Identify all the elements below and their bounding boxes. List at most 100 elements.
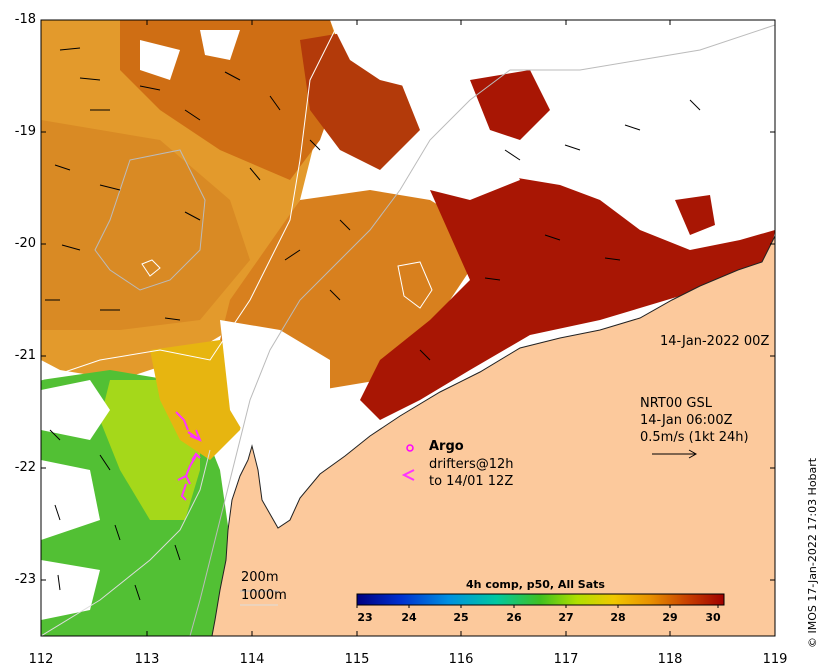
colorbar-tick-label: 24 <box>401 611 417 624</box>
current-vector <box>57 574 61 591</box>
colorbar-ticks <box>356 605 719 608</box>
current-vector <box>99 184 121 191</box>
argo-marker <box>406 444 414 452</box>
lat-tick-label: -20 <box>14 236 36 251</box>
plot-frame <box>40 19 776 637</box>
colorbar-title: 4h comp, p50, All Sats <box>466 578 605 591</box>
drifter-track <box>175 411 189 431</box>
colorbar-tick-label: 27 <box>558 611 574 624</box>
axis-ticks <box>41 19 775 636</box>
current-vector <box>79 77 101 81</box>
lon-tick-label: 115 <box>344 652 370 667</box>
drifter-track <box>185 455 197 477</box>
cloud-patch <box>140 40 180 80</box>
land-mass <box>212 236 775 636</box>
current-vector <box>54 504 61 521</box>
argo-legend-label: Argo <box>429 439 464 454</box>
cloud-patch <box>200 30 240 60</box>
drifter-arrowhead <box>191 452 201 461</box>
drifters-legend-period: to 14/01 12Z <box>429 474 514 489</box>
current-vector <box>59 47 81 51</box>
credit-label: © IMOS 17-Jan-2022 17:03 Hobart <box>806 457 819 648</box>
lat-tick-label: -19 <box>14 124 36 139</box>
sst-darkred-blob <box>675 195 715 235</box>
current-vector <box>339 219 351 231</box>
isobath-1000m-label: 1000m <box>241 588 287 603</box>
current-source-label: NRT00 GSL <box>640 396 712 411</box>
lat-tick-label: -21 <box>14 348 36 363</box>
current-vector <box>174 544 181 561</box>
bathymetry-contour <box>397 261 433 309</box>
lat-tick-label: -23 <box>14 572 36 587</box>
lon-tick-label: 116 <box>448 652 474 667</box>
drifters-legend-label: drifters@12h <box>429 457 514 472</box>
colorbar-tick-label: 26 <box>506 611 522 624</box>
current-vector <box>49 429 61 441</box>
current-vector <box>284 249 301 261</box>
current-vector <box>624 124 641 131</box>
lon-tick-label: 118 <box>657 652 683 667</box>
current-vector <box>484 277 501 281</box>
lon-tick-label: 119 <box>762 652 788 667</box>
current-vector <box>309 139 321 151</box>
sst-darkred-north <box>470 70 550 140</box>
current-scale-label: 0.5m/s (1kt 24h) <box>640 430 749 445</box>
lon-tick-label: 112 <box>28 652 54 667</box>
lat-tick-label: -18 <box>14 12 36 27</box>
coastline <box>211 235 775 636</box>
current-vector <box>564 144 581 151</box>
lon-tick-label: 113 <box>134 652 160 667</box>
current-vector <box>99 454 111 471</box>
current-scale-arrow <box>652 449 698 459</box>
cloud-patch <box>220 320 330 470</box>
current-vector <box>269 95 281 111</box>
current-vector <box>54 164 71 171</box>
current-vector <box>544 234 561 241</box>
current-time-label: 14-Jan 06:00Z <box>640 413 733 428</box>
colorbar-tick-label: 28 <box>610 611 626 624</box>
isobath-1000m <box>41 449 211 636</box>
colorbar-tick-label: 23 <box>357 611 373 624</box>
sst-yellow-field <box>150 340 250 460</box>
current-vector <box>604 257 621 261</box>
lon-tick-label: 114 <box>239 652 265 667</box>
current-vector <box>224 71 241 81</box>
sst-darkred-east <box>360 175 775 420</box>
drifter-track <box>180 483 187 501</box>
current-vector <box>249 167 261 181</box>
sst-orange-west <box>41 120 250 330</box>
current-vector <box>139 85 161 91</box>
date-label: 14-Jan-2022 00Z <box>660 334 770 349</box>
cloud-patch <box>41 560 100 620</box>
current-vector <box>114 524 121 541</box>
lon-tick-label: 117 <box>553 652 579 667</box>
current-vectors <box>45 47 701 601</box>
current-vector <box>419 349 431 361</box>
current-vector <box>134 584 141 601</box>
bathymetry-contour <box>141 259 161 277</box>
drifter-arrowhead <box>177 474 191 485</box>
cloud-patch <box>41 400 60 420</box>
current-vector <box>184 211 201 221</box>
isobath-200m-label: 200m <box>241 570 279 585</box>
current-vector <box>184 109 201 121</box>
current-vector <box>329 289 341 301</box>
cloud-patch <box>41 380 110 440</box>
isobath-200m <box>189 24 775 636</box>
lat-tick-label: -22 <box>14 460 36 475</box>
bathymetry-contour <box>94 149 206 291</box>
drifter-arrowhead <box>189 429 202 442</box>
current-vector <box>61 244 81 251</box>
colorbar-tick-label: 30 <box>705 611 721 624</box>
current-vector <box>164 317 181 321</box>
current-vector <box>689 99 701 111</box>
cloud-patch <box>430 140 520 200</box>
cloud-patch <box>330 20 450 90</box>
current-vector <box>504 149 521 161</box>
isobath-1000m <box>41 20 341 381</box>
colorbar-tick-label: 25 <box>453 611 469 624</box>
cloud-patch <box>41 460 100 540</box>
drifter-marker <box>401 469 415 481</box>
colorbar <box>356 593 725 606</box>
